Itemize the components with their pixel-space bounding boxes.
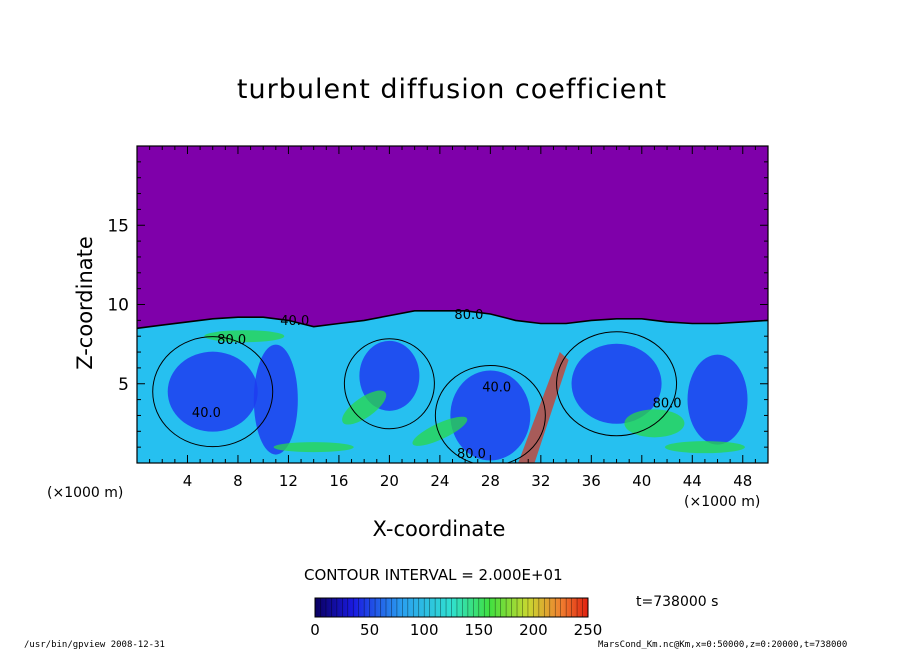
x-tick-label: 36	[582, 472, 601, 490]
colorbar-tick-label: 50	[360, 621, 379, 639]
contour-line	[343, 338, 435, 430]
y-tick-label: 15	[107, 216, 129, 236]
eddy-core	[571, 343, 662, 424]
boundary-layer-contour	[137, 310, 768, 330]
x-tick-label: 20	[380, 472, 399, 490]
y-axis-label: Z-coordinate	[73, 236, 97, 370]
colorbar: 0 50 100 150 200 250	[310, 597, 602, 639]
colorbar-tick-label: 200	[519, 621, 548, 639]
x-axis: 4 8 12 16 20 24 28 32 36 40 44 48	[149, 146, 756, 490]
contour-label: 80.0	[653, 397, 682, 412]
eddy-core	[450, 370, 531, 461]
colorbar-tick-label: 0	[310, 621, 320, 639]
high-value-region	[664, 441, 745, 454]
contour-label: 40.0	[280, 314, 309, 329]
y-tick-label: 10	[107, 296, 129, 316]
high-value-region	[412, 416, 468, 446]
eddy-structures	[152, 330, 748, 463]
y-tick-label: 5	[118, 375, 129, 395]
contour-line	[434, 364, 546, 463]
colorbar-tick-label: 250	[574, 621, 603, 639]
x-axis-label: X-coordinate	[373, 517, 506, 541]
x-tick-label: 12	[279, 472, 298, 490]
x-tick-label: 48	[733, 472, 752, 490]
contour-label: 40.0	[192, 406, 221, 421]
colorbar-stripes	[320, 598, 583, 617]
eddy-core	[253, 344, 298, 455]
colorbar-tick-label: 100	[410, 621, 439, 639]
x-tick-label: 28	[481, 472, 500, 490]
x-tick-label: 24	[430, 472, 449, 490]
contour-label: 80.0	[457, 447, 486, 462]
eddy-core	[167, 351, 258, 432]
y-axis: 5 10 15	[107, 161, 768, 448]
x-tick-label: 4	[183, 472, 193, 490]
plot-field: 80.0 40.0 80.0 40.0 40.0 80.0 80.0	[137, 146, 768, 463]
x-tick-label: 40	[632, 472, 651, 490]
high-value-region	[273, 442, 354, 453]
colorbar-tick-label: 150	[464, 621, 493, 639]
contour-labels: 80.0 40.0 80.0 40.0 40.0 80.0 80.0	[192, 308, 682, 462]
contour-interval-label: CONTOUR INTERVAL = 2.000E+01	[304, 566, 563, 584]
time-label: t=738000 s	[636, 594, 719, 610]
contour-line	[152, 336, 274, 448]
contour-label: 80.0	[454, 308, 483, 323]
x-tick-label: 44	[683, 472, 702, 490]
x-tick-label: 32	[531, 472, 550, 490]
eddy-core	[687, 354, 748, 445]
footer-right: MarsCond_Km.nc@Km,x=0:50000,z=0:20000,t=…	[598, 640, 848, 650]
contour-label: 40.0	[482, 381, 511, 396]
high-value-region	[624, 409, 685, 438]
high-value-region	[204, 330, 285, 343]
x-tick-label: 16	[329, 472, 348, 490]
colorbar-frame	[314, 597, 589, 618]
colorbar-ticks: 0 50 100 150 200 250	[310, 621, 602, 639]
chart-title: turbulent diffusion coefficient	[236, 74, 668, 105]
contour-line	[556, 331, 678, 437]
x-tick-label: 8	[233, 472, 243, 490]
high-value-region	[342, 390, 387, 425]
peak-value-region	[518, 352, 569, 463]
x-unit-right: (×1000 m)	[684, 494, 760, 510]
footer-left: /usr/bin/gpview 2008-12-31	[24, 640, 165, 650]
x-unit-left: (×1000 m)	[47, 485, 123, 501]
contour-label: 80.0	[217, 333, 246, 348]
